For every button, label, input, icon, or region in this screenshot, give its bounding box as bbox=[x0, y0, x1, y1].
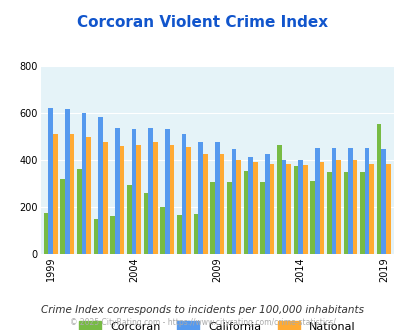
Bar bbox=[326, 172, 331, 254]
Bar bbox=[148, 128, 153, 254]
Bar bbox=[293, 166, 297, 254]
Bar bbox=[264, 154, 269, 254]
Bar bbox=[219, 154, 224, 254]
Bar bbox=[364, 148, 369, 254]
Bar bbox=[153, 143, 157, 254]
Bar bbox=[164, 129, 169, 254]
Bar bbox=[343, 172, 347, 254]
Bar bbox=[131, 129, 136, 254]
Bar bbox=[309, 181, 314, 254]
Bar bbox=[202, 154, 207, 254]
Bar bbox=[77, 170, 81, 254]
Bar bbox=[385, 164, 390, 254]
Bar bbox=[214, 143, 219, 254]
Bar bbox=[335, 160, 340, 254]
Bar bbox=[143, 193, 148, 254]
Bar bbox=[86, 137, 91, 254]
Bar bbox=[115, 128, 119, 254]
Bar bbox=[60, 179, 65, 254]
Bar bbox=[102, 143, 107, 254]
Bar bbox=[48, 108, 53, 254]
Text: Corcoran Violent Crime Index: Corcoran Violent Crime Index bbox=[77, 15, 328, 30]
Text: © 2025 CityRating.com - https://www.cityrating.com/crime-statistics/: © 2025 CityRating.com - https://www.city… bbox=[70, 318, 335, 327]
Bar bbox=[281, 160, 286, 254]
Bar bbox=[252, 162, 257, 254]
Bar bbox=[269, 164, 273, 254]
Legend: Corcoran, California, National: Corcoran, California, National bbox=[74, 316, 359, 330]
Bar bbox=[186, 147, 190, 254]
Bar bbox=[297, 160, 302, 254]
Bar bbox=[110, 216, 115, 254]
Bar bbox=[98, 116, 102, 254]
Bar bbox=[181, 134, 186, 254]
Bar bbox=[236, 160, 240, 254]
Bar bbox=[369, 164, 373, 254]
Text: Crime Index corresponds to incidents per 100,000 inhabitants: Crime Index corresponds to incidents per… bbox=[41, 305, 364, 315]
Bar bbox=[169, 145, 174, 254]
Bar bbox=[314, 148, 319, 254]
Bar bbox=[93, 219, 98, 254]
Bar bbox=[302, 165, 307, 254]
Bar bbox=[376, 124, 381, 254]
Bar bbox=[210, 182, 214, 254]
Bar bbox=[286, 164, 290, 254]
Bar bbox=[198, 143, 202, 254]
Bar bbox=[177, 215, 181, 254]
Bar bbox=[127, 185, 131, 254]
Bar bbox=[347, 148, 352, 254]
Bar bbox=[319, 162, 323, 254]
Bar bbox=[160, 207, 164, 254]
Bar bbox=[260, 182, 264, 254]
Bar bbox=[247, 156, 252, 254]
Bar bbox=[81, 113, 86, 254]
Bar bbox=[231, 149, 236, 254]
Bar bbox=[359, 172, 364, 254]
Bar bbox=[352, 160, 357, 254]
Bar bbox=[43, 213, 48, 254]
Bar bbox=[331, 148, 335, 254]
Bar bbox=[65, 110, 69, 254]
Bar bbox=[193, 214, 198, 254]
Bar bbox=[226, 182, 231, 254]
Bar bbox=[243, 171, 247, 254]
Bar bbox=[136, 145, 141, 254]
Bar bbox=[53, 134, 58, 254]
Bar bbox=[119, 146, 124, 254]
Bar bbox=[381, 149, 385, 254]
Bar bbox=[69, 134, 74, 254]
Bar bbox=[276, 145, 281, 254]
